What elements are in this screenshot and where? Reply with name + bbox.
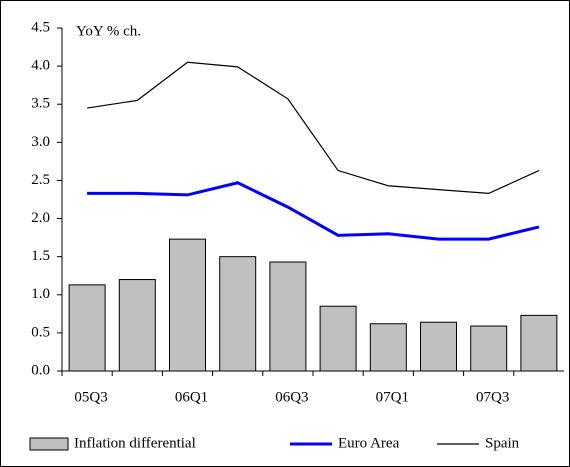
bar xyxy=(470,325,508,372)
legend-label: Spain xyxy=(485,435,520,451)
y-tick-label: 1.5 xyxy=(31,248,50,264)
legend-swatch xyxy=(29,437,69,451)
y-tick-label: 0.5 xyxy=(31,324,50,340)
x-tick-label: 07Q3 xyxy=(476,389,509,405)
x-tick-label: 06Q3 xyxy=(275,389,308,405)
line xyxy=(87,181,540,241)
bar xyxy=(68,284,106,372)
legend-label: Inflation differential xyxy=(74,435,196,451)
y-tick-label: 2.5 xyxy=(31,172,50,188)
y-tick-label: 4.5 xyxy=(31,19,50,35)
line xyxy=(87,61,540,195)
y-tick-label: 1.0 xyxy=(31,286,50,302)
legend-label: Euro Area xyxy=(338,435,400,451)
x-tick-label: 05Q3 xyxy=(74,389,107,405)
x-tick-label: 06Q1 xyxy=(175,389,208,405)
x-tick-label: 07Q1 xyxy=(376,389,409,405)
y-tick-label: 0.0 xyxy=(31,362,50,378)
bar xyxy=(269,261,307,372)
bar xyxy=(319,305,357,372)
y-tick-label: 2.0 xyxy=(31,210,50,226)
bar xyxy=(420,321,457,372)
annotation: YoY % ch. xyxy=(76,23,141,39)
bar xyxy=(169,238,206,372)
bar xyxy=(520,314,558,372)
bar xyxy=(118,279,156,372)
y-tick-label: 4.0 xyxy=(31,58,50,74)
bar xyxy=(369,323,407,372)
bar xyxy=(219,256,257,372)
y-tick-label: 3.5 xyxy=(31,96,50,112)
y-tick-label: 3.0 xyxy=(31,134,50,150)
